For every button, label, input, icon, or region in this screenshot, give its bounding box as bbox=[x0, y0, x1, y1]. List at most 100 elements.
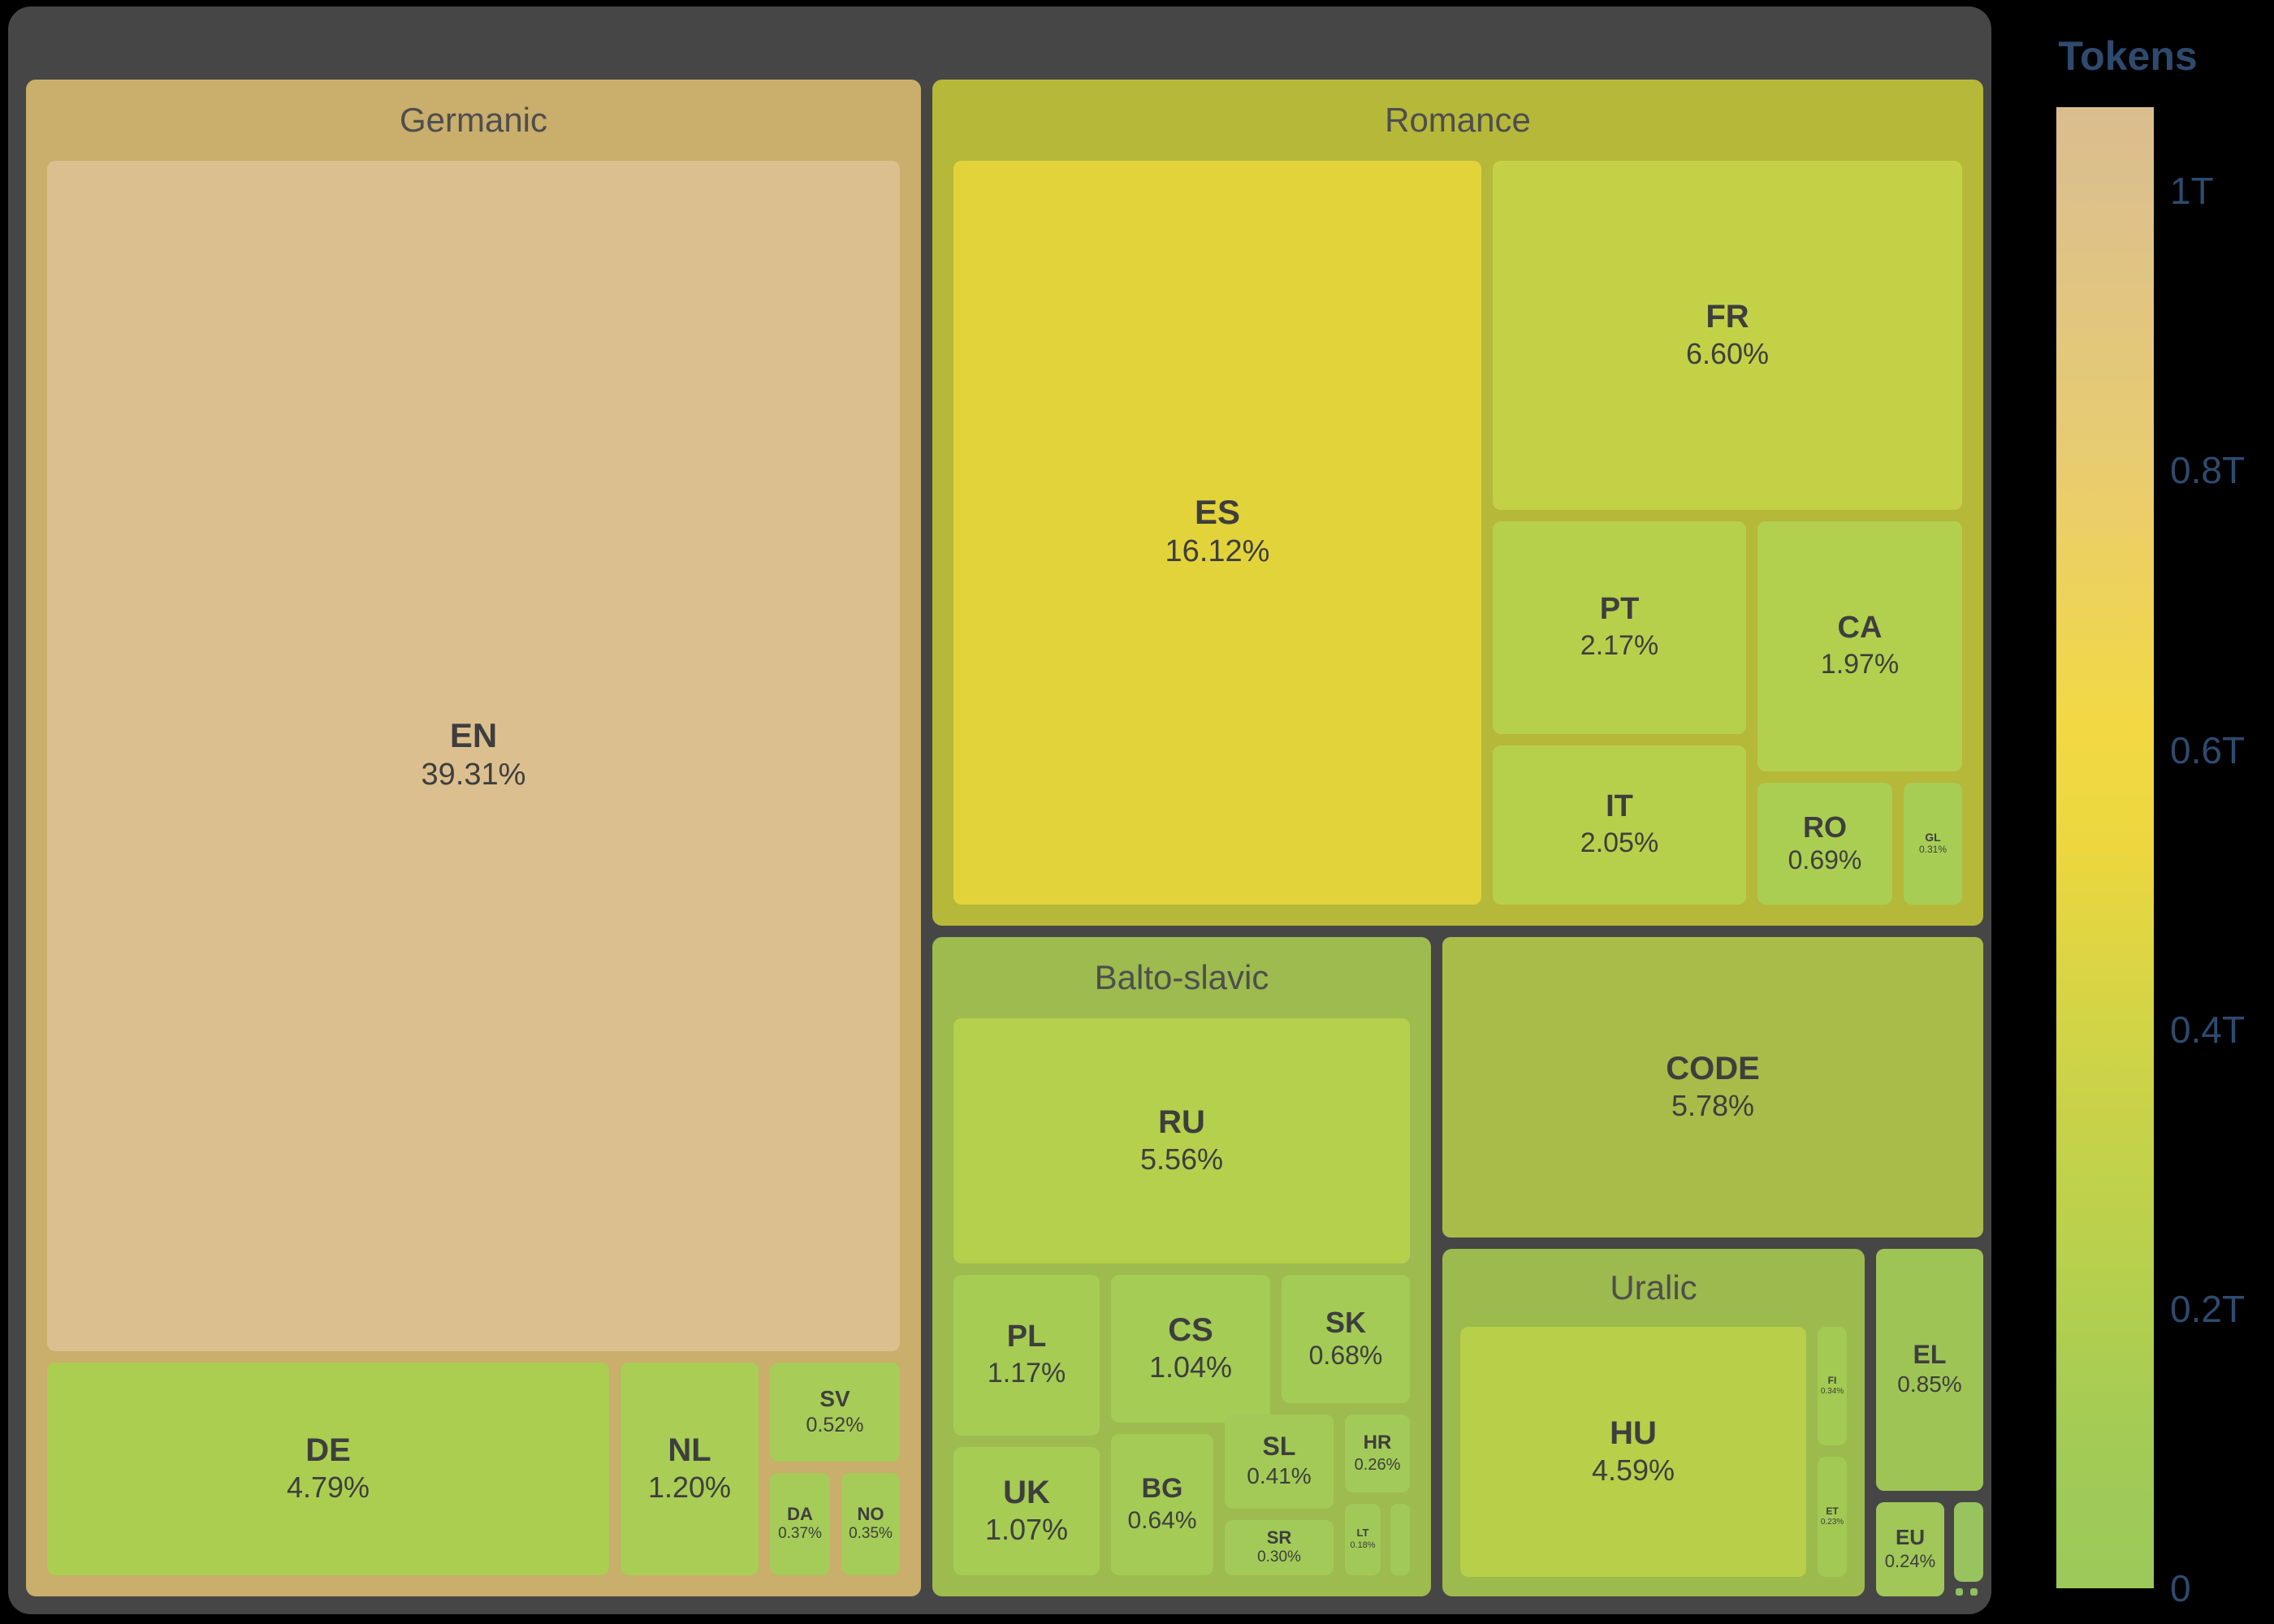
group-title-germanic: Germanic bbox=[399, 101, 548, 139]
group-title-uralic: Uralic bbox=[1610, 1268, 1697, 1307]
cell-it-value: 2.05% bbox=[1580, 827, 1659, 858]
cell-el[interactable]: EL 0.85% bbox=[1876, 1249, 1983, 1491]
cell-code[interactable]: CODE 5.78% bbox=[1442, 937, 1983, 1237]
cell-es[interactable]: ES 16.12% bbox=[953, 161, 1481, 905]
cell-sv-value: 0.52% bbox=[806, 1413, 864, 1436]
cell-ru-label: RU bbox=[1158, 1104, 1205, 1140]
cell-nl-label: NL bbox=[668, 1432, 711, 1468]
cell-et-value: 0.23% bbox=[1820, 1518, 1844, 1527]
cell-gl[interactable]: GL 0.31% bbox=[1904, 783, 1962, 905]
cell-sl[interactable]: SL 0.41% bbox=[1225, 1415, 1334, 1509]
cell-et-label: ET bbox=[1826, 1505, 1839, 1517]
cell-en-value: 39.31% bbox=[421, 758, 526, 793]
cell-hu-label: HU bbox=[1610, 1415, 1657, 1451]
cell-ru-value: 5.56% bbox=[1139, 1142, 1224, 1176]
cell-sl-label: SL bbox=[1262, 1432, 1296, 1462]
cell-lt-value: 0.18% bbox=[1350, 1540, 1376, 1551]
cell-eu-label: EU bbox=[1895, 1524, 1926, 1549]
cell-de-value: 4.79% bbox=[286, 1470, 370, 1504]
cell-pt[interactable]: PT 2.17% bbox=[1493, 521, 1746, 734]
cell-uk[interactable]: UK 1.07% bbox=[953, 1447, 1100, 1575]
cell-lt[interactable]: LT 0.18% bbox=[1345, 1504, 1381, 1575]
cell-ro-value: 0.69% bbox=[1788, 844, 1862, 875]
cell-hu-value: 4.59% bbox=[1591, 1453, 1675, 1487]
cell-lv[interactable] bbox=[1390, 1504, 1410, 1575]
colorbar-tick-0.6T: 0.6T bbox=[2170, 728, 2246, 771]
colorbar-tick-0.4T: 0.4T bbox=[2170, 1008, 2246, 1051]
legend-title: Tokens bbox=[2058, 33, 2198, 79]
cell-uk-value: 1.07% bbox=[984, 1512, 1069, 1546]
cell-lt-label: LT bbox=[1356, 1527, 1369, 1540]
group-title-balto-slavic: Balto-slavic bbox=[1094, 958, 1269, 996]
cell-el-value: 0.85% bbox=[1897, 1371, 1962, 1397]
colorbar-gradient bbox=[2056, 107, 2154, 1588]
cell-hr[interactable]: HR 0.26% bbox=[1345, 1415, 1410, 1492]
cell-bg-value: 0.64% bbox=[1127, 1507, 1197, 1535]
cell-gl-value: 0.31% bbox=[1918, 844, 1948, 856]
cell-cs-label: CS bbox=[1168, 1311, 1213, 1348]
cell-de-label: DE bbox=[305, 1432, 351, 1468]
cell-code-label: CODE bbox=[1666, 1050, 1760, 1086]
cell-cs[interactable]: CS 1.04% bbox=[1111, 1275, 1270, 1423]
cell-pl-value: 1.17% bbox=[987, 1357, 1066, 1389]
cell-fr-label: FR bbox=[1706, 298, 1749, 335]
cell-el-label: EL bbox=[1913, 1340, 1947, 1370]
colorbar-tick-0: 0 bbox=[2170, 1567, 2191, 1609]
cell-et[interactable]: ET 0.23% bbox=[1818, 1457, 1847, 1577]
cell-fr[interactable]: FR 6.60% bbox=[1493, 161, 1962, 510]
cell-pt-label: PT bbox=[1599, 592, 1640, 627]
cell-code-value: 5.78% bbox=[1671, 1088, 1755, 1122]
cell-fi[interactable]: FI 0.34% bbox=[1818, 1327, 1847, 1445]
cell-ro-label: RO bbox=[1803, 810, 1847, 844]
cell-de[interactable]: DE 4.79% bbox=[47, 1363, 609, 1575]
cell-sk-value: 0.68% bbox=[1308, 1340, 1383, 1370]
cell-bg[interactable]: BG 0.64% bbox=[1111, 1434, 1213, 1575]
cell-es-label: ES bbox=[1194, 493, 1241, 532]
colorbar-tick-0.2T: 0.2T bbox=[2170, 1287, 2246, 1330]
cell-no-value: 0.35% bbox=[849, 1525, 893, 1543]
cell-sr-value: 0.30% bbox=[1257, 1548, 1301, 1566]
cell-pl-label: PL bbox=[1006, 1320, 1047, 1354]
cell-da-label: DA bbox=[787, 1504, 813, 1524]
colorbar-tick-1T: 1T bbox=[2170, 170, 2214, 213]
cell-pt-value: 2.17% bbox=[1580, 629, 1659, 661]
cell-es-value: 16.12% bbox=[1165, 534, 1270, 569]
cell-da[interactable]: DA 0.37% bbox=[770, 1473, 830, 1575]
cell-sr[interactable]: SR 0.30% bbox=[1225, 1520, 1334, 1575]
cell-fi-label: FI bbox=[1827, 1374, 1837, 1386]
cell-sv[interactable]: SV 0.52% bbox=[770, 1363, 900, 1462]
cell-tiny-3[interactable] bbox=[1970, 1588, 1978, 1596]
cell-bg-label: BG bbox=[1141, 1472, 1183, 1504]
cell-hr-value: 0.26% bbox=[1354, 1455, 1401, 1474]
cell-ca[interactable]: CA 1.97% bbox=[1757, 521, 1962, 771]
cell-it-label: IT bbox=[1606, 789, 1633, 824]
cell-uk-label: UK bbox=[1003, 1474, 1050, 1510]
cell-cs-value: 1.04% bbox=[1148, 1350, 1233, 1384]
cell-ca-label: CA bbox=[1837, 611, 1883, 646]
cell-tiny-2[interactable] bbox=[1956, 1588, 1963, 1596]
cell-sk-label: SK bbox=[1325, 1305, 1366, 1339]
cell-fi-value: 0.34% bbox=[1820, 1387, 1844, 1397]
cell-eu-value: 0.24% bbox=[1884, 1550, 1936, 1571]
cell-ro[interactable]: RO 0.69% bbox=[1757, 783, 1892, 905]
cell-nl-value: 1.20% bbox=[647, 1470, 732, 1504]
cell-no[interactable]: NO 0.35% bbox=[841, 1473, 900, 1575]
group-title-romance: Romance bbox=[1385, 101, 1531, 139]
cell-hu[interactable]: HU 4.59% bbox=[1460, 1327, 1806, 1577]
cell-pl[interactable]: PL 1.17% bbox=[953, 1275, 1100, 1436]
cell-fr-value: 6.60% bbox=[1685, 336, 1770, 370]
cell-eu[interactable]: EU 0.24% bbox=[1876, 1502, 1944, 1596]
cell-no-label: NO bbox=[857, 1504, 884, 1524]
cell-sr-label: SR bbox=[1266, 1527, 1292, 1548]
cell-hr-label: HR bbox=[1363, 1432, 1392, 1454]
cell-tiny-1[interactable] bbox=[1954, 1502, 1983, 1582]
colorbar-tick-0.8T: 0.8T bbox=[2170, 449, 2246, 492]
cell-ru[interactable]: RU 5.56% bbox=[953, 1018, 1410, 1263]
cell-nl[interactable]: NL 1.20% bbox=[620, 1363, 759, 1575]
cell-da-value: 0.37% bbox=[778, 1525, 822, 1543]
cell-sk[interactable]: SK 0.68% bbox=[1282, 1275, 1410, 1403]
cell-en[interactable]: EN 39.31% bbox=[47, 161, 900, 1351]
cell-en-label: EN bbox=[449, 716, 498, 755]
cell-it[interactable]: IT 2.05% bbox=[1493, 745, 1746, 905]
